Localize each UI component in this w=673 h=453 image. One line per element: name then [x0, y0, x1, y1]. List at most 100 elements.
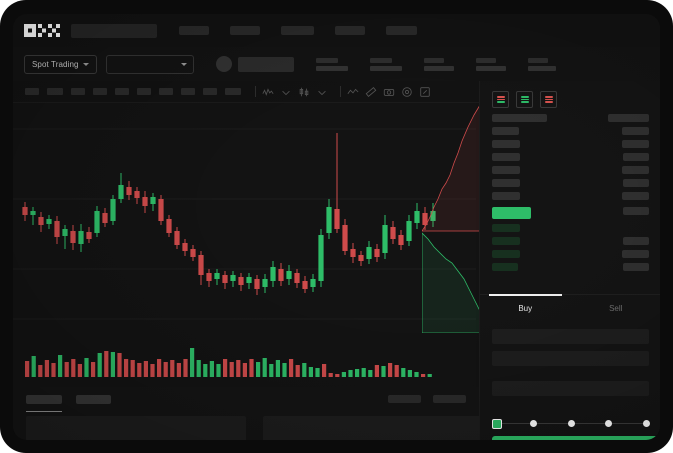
orderbook-ask-row-11[interactable]: [623, 179, 649, 187]
volume-bar-40: [289, 359, 294, 377]
orders-content-panel-0: [26, 416, 246, 440]
orderbook-ask-row-10[interactable]: [492, 179, 520, 187]
orderbook-ask-row-8[interactable]: [492, 166, 520, 174]
trading-mode-select[interactable]: Spot Trading: [24, 54, 97, 74]
orderbook-spread-row-0[interactable]: [623, 207, 649, 215]
interval-button-0[interactable]: [25, 88, 39, 95]
nav-item-4[interactable]: [386, 26, 417, 35]
orderbook-bid-row-4[interactable]: [622, 250, 649, 258]
interval-button-7[interactable]: [181, 88, 195, 95]
orderbook-ask-row-5[interactable]: [622, 140, 649, 148]
orders-action-1[interactable]: [433, 395, 466, 403]
orderbook-ask-row-9[interactable]: [622, 166, 649, 174]
submit-order-button[interactable]: [492, 436, 660, 440]
orderbook-bid-row-5[interactable]: [492, 263, 518, 271]
interval-button-6[interactable]: [159, 88, 173, 95]
orderbook-ask-row-13[interactable]: [622, 192, 649, 200]
volume-series: [25, 348, 432, 377]
market-stat-2: [423, 57, 454, 71]
orders-action-0[interactable]: [388, 395, 421, 403]
volume-bar-60: [421, 374, 426, 377]
price-field[interactable]: [492, 329, 649, 344]
nav-item-1[interactable]: [230, 26, 260, 35]
orderbook-rows[interactable]: [480, 112, 660, 294]
candle-14: [134, 187, 140, 204]
orders-actions: [376, 395, 466, 403]
slider-step-50[interactable]: [567, 420, 575, 427]
orderbook-bid-row-2[interactable]: [623, 237, 649, 245]
orderbook-ask-row-7[interactable]: [623, 153, 649, 161]
orderbook-ask-row-3[interactable]: [622, 127, 649, 135]
orderbook-ask-row-0[interactable]: [492, 114, 547, 122]
orderbook-bid-row-1[interactable]: [492, 237, 520, 245]
nav-item-0[interactable]: [179, 26, 209, 35]
ruler-icon[interactable]: [365, 86, 377, 98]
chevron-down-icon[interactable]: [280, 86, 292, 98]
tab-sell[interactable]: Sell: [609, 303, 623, 313]
interval-button-9[interactable]: [225, 88, 241, 95]
volume-bar-2: [38, 365, 43, 377]
candle-40: [342, 219, 348, 255]
orderbook-ask-row-6[interactable]: [492, 153, 520, 161]
chevron-down-icon[interactable]: [316, 86, 328, 98]
market-stats: [294, 57, 556, 71]
volume-bar-12: [104, 351, 109, 377]
orderbook-ask-row-12[interactable]: [492, 192, 520, 200]
orderbook-sell-icon[interactable]: [540, 91, 557, 108]
market-stat-value-4: [527, 65, 556, 71]
volume-bar-38: [275, 360, 280, 377]
market-stat-label-0: [315, 57, 338, 63]
tab-buy[interactable]: Buy: [480, 294, 571, 321]
candle-24: [214, 269, 220, 285]
total-field[interactable]: [492, 381, 649, 396]
volume-bar-46: [328, 373, 333, 377]
slider-step-75[interactable]: [605, 420, 613, 427]
interval-button-5[interactable]: [137, 88, 151, 95]
amount-field[interactable]: [492, 351, 649, 366]
search-input[interactable]: [71, 23, 157, 38]
interval-button-3[interactable]: [93, 88, 107, 95]
orders-tab-1[interactable]: [76, 395, 111, 404]
orderbook-bid-row-0[interactable]: [492, 224, 520, 232]
candle-38: [326, 199, 332, 239]
interval-button-1[interactable]: [47, 88, 63, 95]
trading-pair-select[interactable]: [105, 54, 194, 74]
nav-menu: [179, 26, 438, 35]
okx-logo[interactable]: [24, 23, 60, 38]
candle-15: [142, 191, 148, 213]
candle-26: [230, 271, 236, 287]
slider-step-0[interactable]: [492, 419, 502, 429]
fullscreen-icon[interactable]: [419, 86, 431, 98]
orderbook-bid-row-3[interactable]: [492, 250, 520, 258]
volume-bar-35: [256, 362, 261, 377]
interval-button-4[interactable]: [115, 88, 129, 95]
market-stat-value-1: [369, 65, 402, 71]
slider-step-25[interactable]: [529, 420, 537, 427]
settings-gear-icon[interactable]: [401, 86, 413, 98]
interval-button-8[interactable]: [203, 88, 217, 95]
interval-button-2[interactable]: [71, 88, 85, 95]
line-chart-icon[interactable]: [347, 86, 359, 98]
market-stat-0: [315, 57, 348, 71]
nav-item-2[interactable]: [281, 26, 314, 35]
orderbook-bid-row-6[interactable]: [623, 263, 649, 271]
volume-bar-5: [58, 355, 63, 377]
orders-tab-0[interactable]: [26, 395, 62, 412]
indicators-icon[interactable]: [262, 86, 274, 98]
orderbook-ask-row-2[interactable]: [492, 127, 519, 135]
orderbook-current-price-row[interactable]: [492, 207, 531, 219]
orderbook-ask-row-1[interactable]: [608, 114, 649, 122]
nav-item-3[interactable]: [335, 26, 365, 35]
price-chart[interactable]: [13, 103, 476, 333]
volume-bar-56: [394, 365, 399, 377]
orderbook-buy-icon[interactable]: [516, 91, 533, 108]
volume-bar-13: [110, 352, 115, 377]
amount-percent-slider[interactable]: [492, 419, 650, 429]
candle-type-icon[interactable]: [298, 86, 310, 98]
orderbook-ask-row-4[interactable]: [492, 140, 520, 148]
camera-icon[interactable]: [383, 86, 395, 98]
orderbook-both-icon[interactable]: [492, 91, 509, 108]
slider-step-100[interactable]: [643, 420, 650, 427]
candle-33: [286, 265, 292, 285]
